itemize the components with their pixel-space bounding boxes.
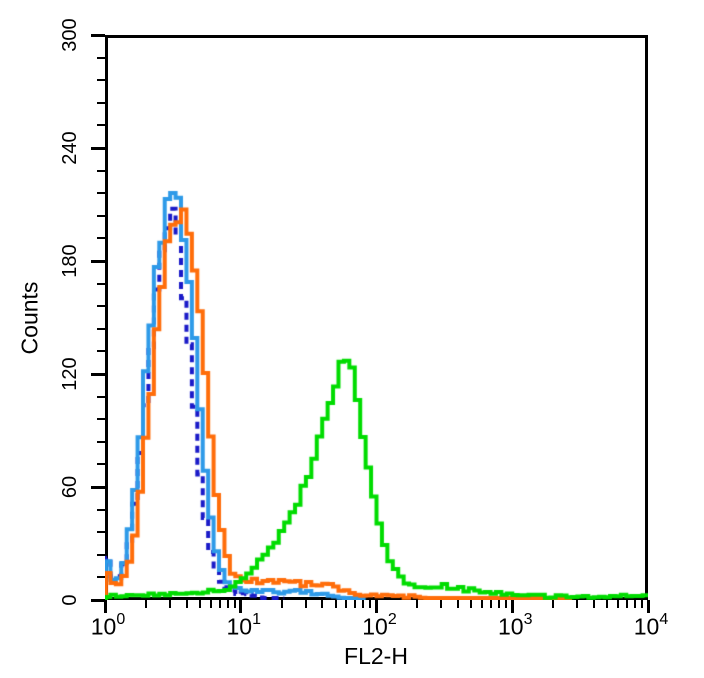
x-minor-tick [369, 600, 372, 608]
y-minor-tick [97, 327, 105, 330]
y-minor-tick [97, 508, 105, 511]
x-minor-tick [481, 600, 484, 608]
y-minor-tick [97, 56, 105, 59]
x-minor-tick [144, 600, 147, 608]
x-minor-tick [198, 600, 201, 608]
x-minor-tick [362, 600, 365, 608]
y-minor-tick [97, 576, 105, 579]
x-tick-label: 104 [633, 611, 669, 640]
y-minor-tick [97, 463, 105, 466]
x-major-tick [510, 600, 514, 613]
x-minor-tick [592, 600, 595, 608]
y-tick-label: 240 [59, 131, 81, 165]
y-minor-tick [97, 418, 105, 421]
x-minor-tick [576, 600, 579, 608]
y-minor-tick [97, 440, 105, 443]
y-minor-tick [97, 395, 105, 398]
x-minor-tick [354, 600, 357, 608]
y-minor-tick [97, 169, 105, 172]
x-tick-label: 102 [362, 611, 397, 640]
y-minor-tick [97, 282, 105, 285]
histogram-traces-canvas [105, 35, 648, 600]
x-minor-tick [606, 600, 609, 608]
x-tick-label: 100 [90, 611, 126, 640]
y-tick-label: 300 [59, 18, 81, 52]
x-minor-tick [233, 600, 236, 608]
x-minor-tick [498, 600, 501, 608]
x-tick-label: 103 [498, 611, 533, 640]
y-major-tick [91, 485, 105, 489]
y-minor-tick [97, 531, 105, 534]
y-major-tick [91, 259, 105, 263]
x-minor-tick [416, 600, 419, 608]
x-major-tick [103, 600, 107, 613]
x-minor-tick [490, 600, 493, 608]
x-minor-tick [168, 600, 171, 608]
y-tick-label: 120 [59, 357, 81, 391]
x-minor-tick [457, 600, 460, 608]
x-minor-tick [226, 600, 229, 608]
x-minor-tick [470, 600, 473, 608]
x-major-tick [646, 600, 650, 613]
x-minor-tick [625, 600, 628, 608]
x-minor-tick [552, 600, 555, 608]
y-major-tick [91, 33, 105, 37]
y-tick-label: 0 [59, 594, 81, 606]
y-minor-tick [97, 79, 105, 82]
y-major-tick [91, 598, 105, 602]
y-minor-tick [97, 553, 105, 556]
x-minor-tick [218, 600, 221, 608]
y-minor-tick [97, 101, 105, 104]
x-minor-tick [633, 600, 636, 608]
y-minor-tick [97, 237, 105, 240]
x-minor-tick [185, 600, 188, 608]
y-minor-tick [97, 350, 105, 353]
y-minor-tick [97, 214, 105, 217]
x-minor-tick [334, 600, 337, 608]
x-minor-tick [616, 600, 619, 608]
x-major-tick [375, 600, 378, 613]
y-major-tick [91, 372, 105, 376]
x-major-tick [239, 600, 243, 613]
x-minor-tick [209, 600, 212, 608]
y-axis-title: Counts [16, 281, 43, 355]
y-tick-label: 180 [59, 244, 81, 278]
x-minor-tick [640, 600, 643, 608]
x-minor-tick [505, 600, 508, 608]
x-minor-tick [280, 600, 283, 608]
y-minor-tick [97, 124, 105, 127]
x-minor-tick [321, 600, 324, 608]
x-axis-title: FL2-H [344, 643, 408, 669]
x-tick-label: 101 [226, 611, 262, 640]
x-minor-tick [345, 600, 348, 608]
x-minor-tick [304, 600, 307, 608]
x-minor-tick [440, 600, 443, 608]
y-minor-tick [97, 192, 105, 195]
y-tick-label: 60 [59, 475, 81, 499]
y-minor-tick [97, 305, 105, 308]
y-major-tick [91, 146, 105, 150]
